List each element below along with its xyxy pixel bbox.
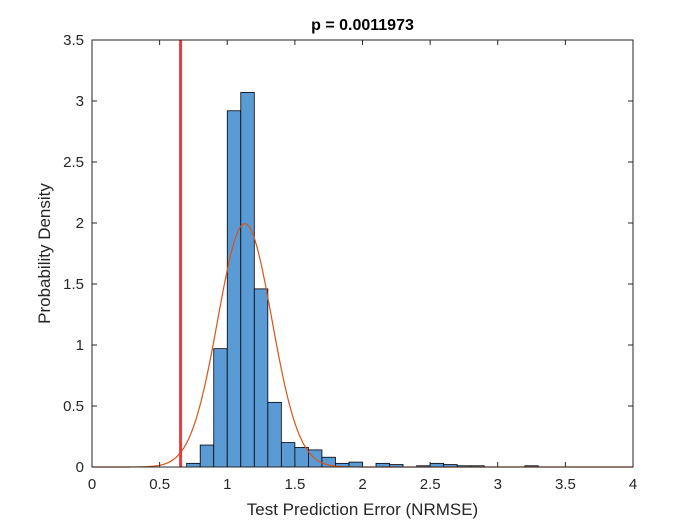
x-tick-label: 2.5 [420, 476, 441, 493]
histogram-bar [213, 348, 228, 468]
histogram-bar [280, 442, 296, 468]
y-tick-label: 2.5 [63, 154, 84, 171]
x-tick-label: 0 [88, 476, 96, 493]
y-tick-label: 1 [76, 337, 84, 354]
x-tick-label: 0.5 [149, 476, 170, 493]
x-tick-label: 1 [223, 476, 231, 493]
x-axis-ticks: 0 0.5 1 1.5 2 2.5 3 3.5 4 [88, 40, 637, 493]
histogram-bar [348, 461, 363, 468]
y-tick-label: 0 [76, 459, 84, 476]
y-tick-label: 0.5 [63, 398, 84, 415]
x-tick-label: 3.5 [555, 476, 576, 493]
histogram-bar [186, 462, 201, 468]
y-tick-label: 3 [76, 93, 84, 110]
histogram-bar [226, 110, 242, 468]
histogram-bar [267, 401, 282, 468]
histogram-bar [199, 444, 215, 468]
x-axis-label: Test Prediction Error (NRMSE) [247, 500, 478, 519]
y-tick-label: 1.5 [63, 276, 84, 293]
x-tick-label: 3 [494, 476, 502, 493]
histogram-bar [294, 447, 309, 468]
y-tick-label: 2 [76, 215, 84, 232]
histogram-bar [253, 288, 269, 468]
x-tick-label: 4 [629, 476, 637, 493]
y-axis-ticks: 0 0.5 1 1.5 2 2.5 3 3.5 [63, 32, 633, 476]
chart-title: p = 0.0011973 [311, 17, 414, 34]
x-tick-label: 1.5 [284, 476, 305, 493]
y-axis-label: Probability Density [35, 183, 54, 324]
histogram-bar [240, 92, 255, 468]
y-tick-label: 3.5 [63, 32, 84, 49]
plot-area [92, 40, 633, 467]
x-tick-label: 2 [358, 476, 366, 493]
